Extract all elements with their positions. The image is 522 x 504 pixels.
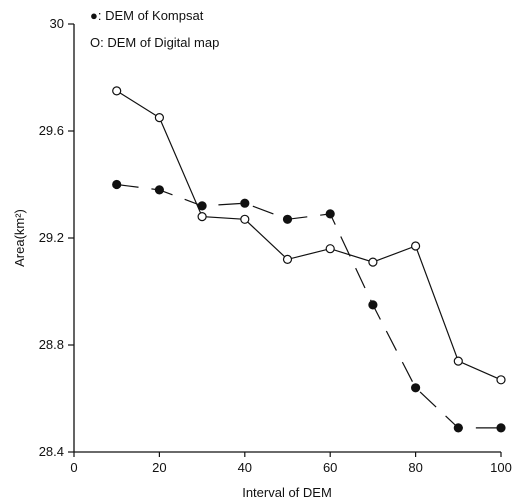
data-point bbox=[325, 209, 335, 219]
x-ticks: 0 20 40 60 80 100 bbox=[70, 452, 512, 475]
data-point bbox=[496, 375, 506, 385]
data-point bbox=[154, 112, 164, 123]
x-tick-label: 100 bbox=[490, 460, 512, 475]
data-point bbox=[453, 423, 463, 433]
data-point bbox=[154, 185, 164, 195]
y-ticks: 28.4 28.8 29.2 29.6 30 bbox=[39, 16, 74, 459]
data-point bbox=[496, 423, 506, 433]
legend: ●: DEM of Kompsat O: DEM of Digital map bbox=[90, 8, 219, 50]
y-tick-label: 28.8 bbox=[39, 337, 64, 352]
y-tick-label: 29.2 bbox=[39, 230, 64, 245]
data-point bbox=[282, 254, 293, 264]
data-point bbox=[411, 241, 421, 251]
x-tick-label: 20 bbox=[152, 460, 166, 475]
data-point bbox=[453, 356, 463, 366]
series-layer bbox=[112, 86, 506, 433]
y-tick-label: 28.4 bbox=[39, 444, 64, 459]
y-tick-label: 30 bbox=[50, 16, 64, 31]
x-axis-label: Interval of DEM bbox=[242, 485, 332, 500]
data-point bbox=[368, 257, 378, 267]
x-tick-label: 60 bbox=[323, 460, 337, 475]
data-point bbox=[368, 300, 378, 310]
x-tick-label: 80 bbox=[408, 460, 422, 475]
data-point bbox=[112, 179, 122, 190]
legend-entry-digital-map: O: DEM of Digital map bbox=[90, 35, 219, 50]
data-point bbox=[112, 86, 122, 96]
data-point bbox=[240, 214, 250, 224]
y-axis-label: Area(km²) bbox=[12, 209, 27, 267]
axes bbox=[73, 24, 501, 453]
data-point bbox=[282, 214, 293, 224]
x-tick-label: 0 bbox=[70, 460, 77, 475]
series-line-0 bbox=[116, 183, 501, 429]
legend-entry-kompsat: ●: DEM of Kompsat bbox=[90, 8, 204, 23]
data-point bbox=[240, 198, 250, 208]
data-point bbox=[197, 212, 207, 222]
y-tick-label: 29.6 bbox=[39, 123, 64, 138]
data-point bbox=[411, 383, 421, 393]
data-point bbox=[325, 244, 335, 254]
x-tick-label: 40 bbox=[238, 460, 252, 475]
series-line-1 bbox=[116, 90, 502, 381]
